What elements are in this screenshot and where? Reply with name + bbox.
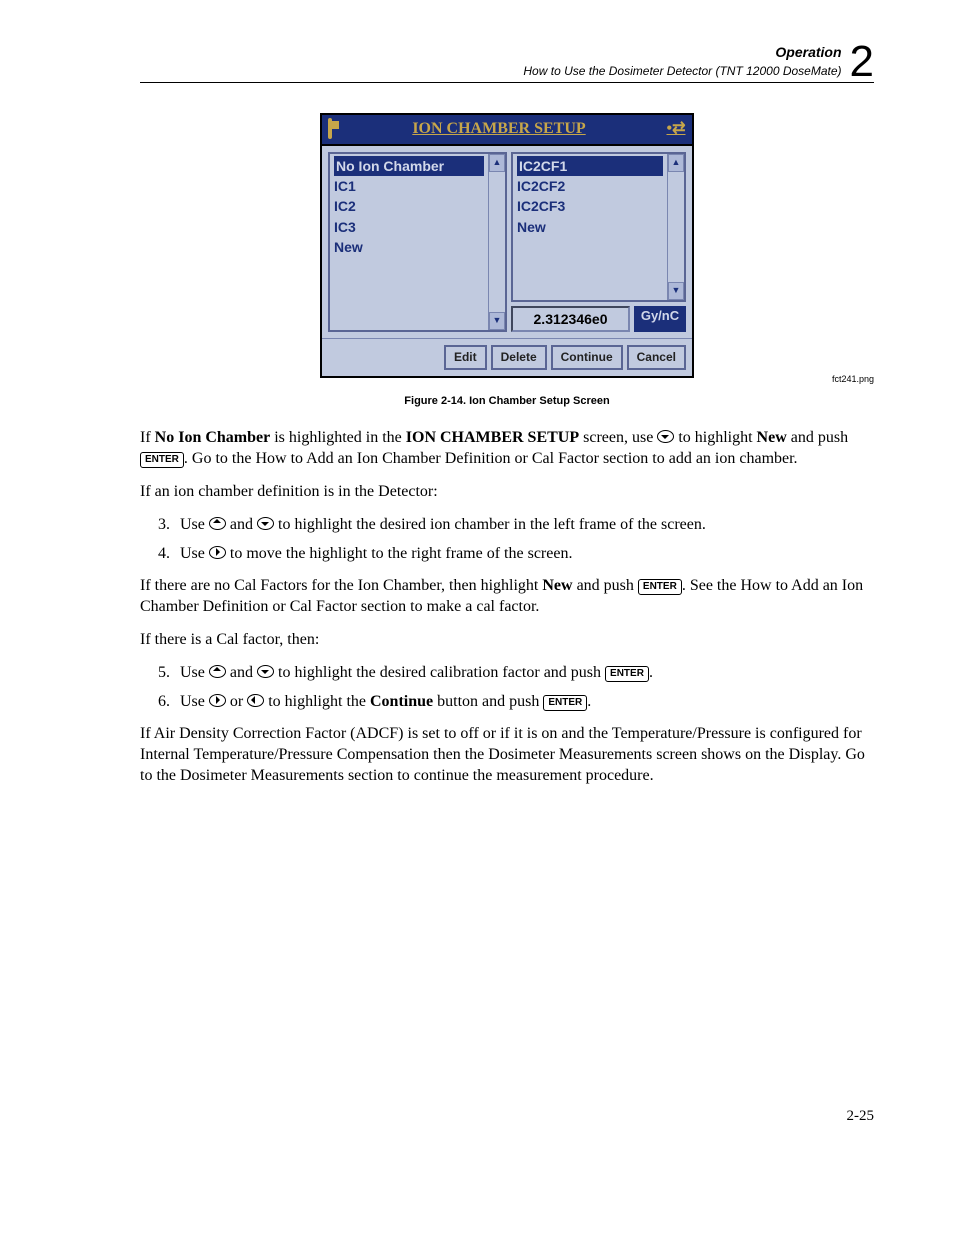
list-item[interactable]: New <box>334 237 484 257</box>
list-item[interactable]: New <box>517 217 663 237</box>
left-listbox[interactable]: No Ion Chamber IC1 IC2 IC3 New ▲ ▼ <box>328 152 507 332</box>
screen-title: ION CHAMBER SETUP <box>338 119 660 140</box>
list-item[interactable]: IC2CF1 <box>517 156 663 176</box>
header-subtitle: How to Use the Dosimeter Detector (TNT 1… <box>523 64 841 78</box>
page-header: Operation How to Use the Dosimeter Detec… <box>140 40 874 84</box>
down-nav-icon <box>657 430 674 443</box>
step-3: Use and to highlight the desired ion cha… <box>174 515 874 536</box>
left-nav-icon <box>247 694 264 707</box>
down-nav-icon <box>257 665 274 678</box>
titlebar: ION CHAMBER SETUP •⇄ <box>322 115 692 146</box>
scroll-down-icon[interactable]: ▼ <box>489 312 505 330</box>
right-nav-icon <box>209 546 226 559</box>
list-item[interactable]: No Ion Chamber <box>334 156 484 176</box>
button-row: Edit Delete Continue Cancel <box>322 338 692 377</box>
step-6: Use or to highlight the Continue button … <box>174 692 874 713</box>
scrollbar[interactable]: ▲ ▼ <box>667 154 684 300</box>
scroll-down-icon[interactable]: ▼ <box>668 282 684 300</box>
scroll-up-icon[interactable]: ▲ <box>489 154 505 172</box>
usb-icon: •⇄ <box>666 119 686 140</box>
delete-button[interactable]: Delete <box>491 345 547 371</box>
step-5: Use and to highlight the desired calibra… <box>174 663 874 684</box>
list-item[interactable]: IC1 <box>334 176 484 196</box>
enter-key-icon: ENTER <box>543 695 587 711</box>
cancel-button[interactable]: Cancel <box>627 345 686 371</box>
battery-icon <box>328 119 332 140</box>
page-number: 2-25 <box>140 1107 874 1127</box>
up-nav-icon <box>209 665 226 678</box>
device-screenshot: ION CHAMBER SETUP •⇄ No Ion Chamber IC1 … <box>320 113 694 378</box>
list-item[interactable]: IC2CF3 <box>517 196 663 216</box>
continue-button[interactable]: Continue <box>551 345 623 371</box>
scroll-up-icon[interactable]: ▲ <box>668 154 684 172</box>
scrollbar[interactable]: ▲ ▼ <box>488 154 505 330</box>
paragraph: If No Ion Chamber is highlighted in the … <box>140 428 874 470</box>
cal-factor-value: 2.312346e0 <box>511 306 630 332</box>
header-rule <box>140 82 874 83</box>
up-nav-icon <box>209 517 226 530</box>
list-item[interactable]: IC3 <box>334 217 484 237</box>
right-listbox[interactable]: IC2CF1 IC2CF2 IC2CF3 New ▲ ▼ <box>511 152 686 302</box>
right-nav-icon <box>209 694 226 707</box>
enter-key-icon: ENTER <box>638 579 682 595</box>
chapter-number: 2 <box>850 40 874 84</box>
list-item[interactable]: IC2 <box>334 196 484 216</box>
edit-button[interactable]: Edit <box>444 345 487 371</box>
figure-caption: Figure 2-14. Ion Chamber Setup Screen <box>140 394 874 408</box>
enter-key-icon: ENTER <box>605 666 649 682</box>
paragraph: If an ion chamber definition is in the D… <box>140 482 874 503</box>
enter-key-icon: ENTER <box>140 452 184 468</box>
list-item[interactable]: IC2CF2 <box>517 176 663 196</box>
header-section-title: Operation <box>523 43 841 61</box>
paragraph: If there is a Cal factor, then: <box>140 630 874 651</box>
paragraph: If there are no Cal Factors for the Ion … <box>140 576 874 618</box>
step-4: Use to move the highlight to the right f… <box>174 544 874 565</box>
down-nav-icon <box>257 517 274 530</box>
cal-factor-unit: Gy/nC <box>634 306 686 332</box>
paragraph: If Air Density Correction Factor (ADCF) … <box>140 724 874 786</box>
